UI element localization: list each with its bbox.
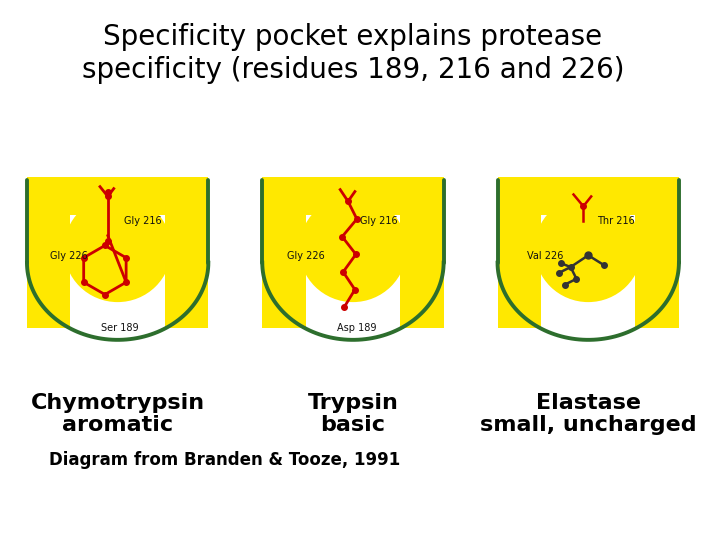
Ellipse shape bbox=[300, 195, 407, 302]
Text: Elastase: Elastase bbox=[536, 393, 641, 413]
Polygon shape bbox=[498, 177, 541, 328]
Polygon shape bbox=[498, 177, 679, 214]
Text: aromatic: aromatic bbox=[62, 415, 174, 435]
Text: Gly 226: Gly 226 bbox=[287, 251, 325, 261]
Text: Asp 189: Asp 189 bbox=[337, 323, 377, 333]
Text: specificity (residues 189, 216 and 226): specificity (residues 189, 216 and 226) bbox=[81, 56, 624, 84]
Text: small, uncharged: small, uncharged bbox=[480, 415, 696, 435]
Polygon shape bbox=[27, 177, 208, 214]
Polygon shape bbox=[262, 177, 306, 328]
Text: Chymotrypsin: Chymotrypsin bbox=[30, 393, 204, 413]
Text: Trypsin: Trypsin bbox=[307, 393, 398, 413]
Text: Specificity pocket explains protease: Specificity pocket explains protease bbox=[104, 23, 603, 51]
Polygon shape bbox=[27, 177, 71, 328]
Polygon shape bbox=[262, 177, 444, 214]
Text: Ser 189: Ser 189 bbox=[101, 323, 138, 333]
Text: Thr 216: Thr 216 bbox=[597, 217, 634, 226]
Polygon shape bbox=[400, 177, 444, 328]
Text: Diagram from Branden & Tooze, 1991: Diagram from Branden & Tooze, 1991 bbox=[49, 451, 400, 469]
Text: Gly 216: Gly 216 bbox=[359, 217, 397, 226]
Text: Gly 216: Gly 216 bbox=[125, 217, 162, 226]
Text: Val 226: Val 226 bbox=[526, 251, 563, 261]
Text: Gly 226: Gly 226 bbox=[50, 251, 88, 261]
Polygon shape bbox=[165, 177, 208, 328]
Text: basic: basic bbox=[320, 415, 385, 435]
Ellipse shape bbox=[64, 195, 171, 302]
Polygon shape bbox=[635, 177, 679, 328]
Ellipse shape bbox=[534, 195, 642, 302]
